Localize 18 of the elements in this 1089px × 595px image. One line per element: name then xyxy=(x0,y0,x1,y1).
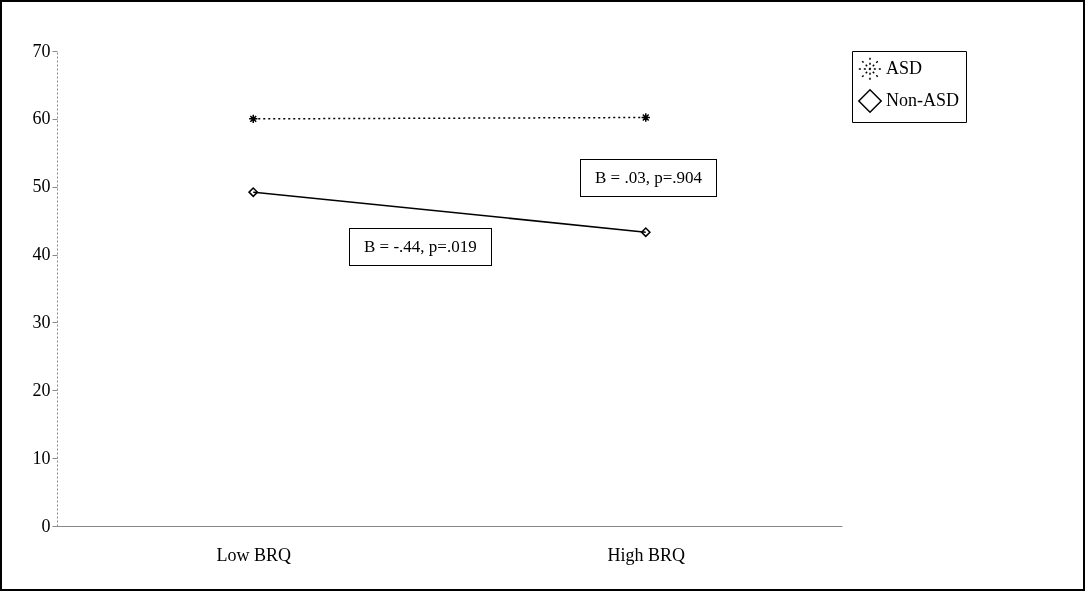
x-tick-label: High BRQ xyxy=(607,544,686,565)
y-tick-label: 40 xyxy=(32,244,51,265)
legend-label: ASD xyxy=(886,58,923,78)
point xyxy=(248,113,259,124)
x-tick-label: Low BRQ xyxy=(216,544,292,565)
annotation: B = -.44, p=.019 xyxy=(349,228,492,266)
legend-label: Non-ASD xyxy=(886,90,960,110)
y-tick-label: 0 xyxy=(41,515,51,536)
y-tick-label: 70 xyxy=(32,40,51,61)
y-tick-label: 10 xyxy=(32,447,51,468)
y-tick-label: 50 xyxy=(32,176,51,197)
y-tick-label: 30 xyxy=(32,311,51,332)
y-tick-label: 20 xyxy=(32,379,51,400)
point xyxy=(248,187,259,198)
point xyxy=(640,227,651,238)
point xyxy=(640,112,651,123)
y-tick-label: 60 xyxy=(32,108,51,129)
annotation: B = .03, p=.904 xyxy=(580,159,718,197)
